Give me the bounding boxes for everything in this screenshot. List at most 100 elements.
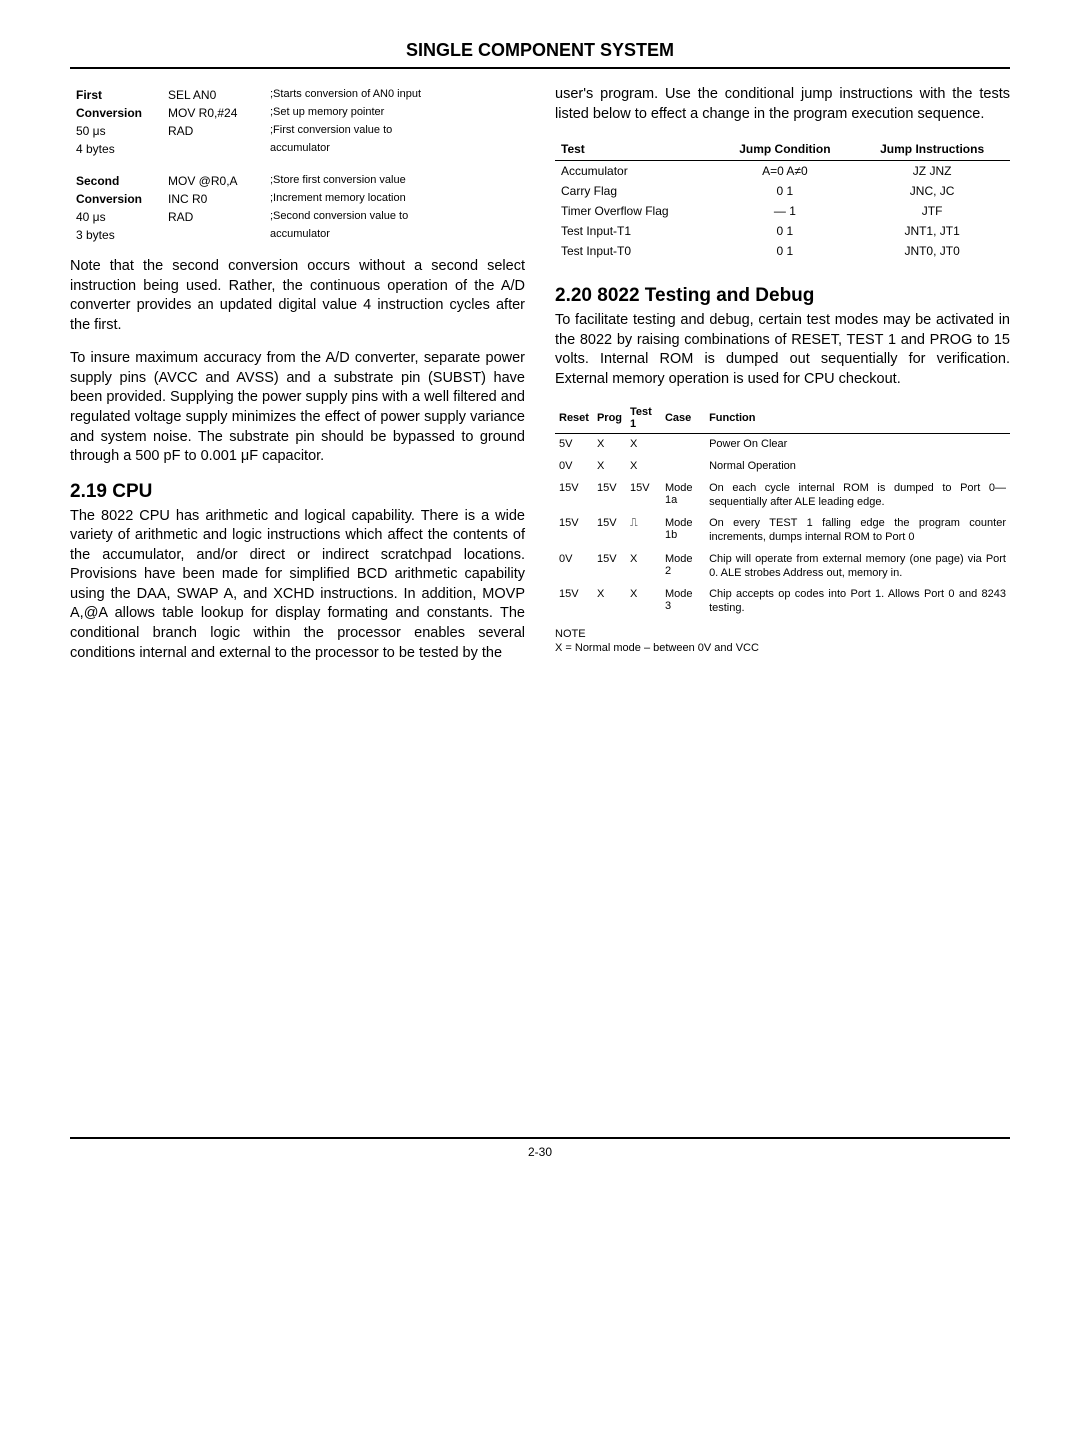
table-header: Function xyxy=(705,403,1010,434)
code-comment: ;Increment memory location xyxy=(266,191,523,207)
code-instr xyxy=(164,141,264,157)
table-cell: 15V xyxy=(593,478,626,514)
code-label: 40 μs xyxy=(72,209,162,225)
paragraph: To insure maximum accuracy from the A/D … xyxy=(70,349,525,466)
table-cell: JNC, JC xyxy=(854,181,1010,201)
table-cell: On every TEST 1 falling edge the program… xyxy=(705,513,1010,549)
code-comment: ;Store first conversion value xyxy=(266,173,523,189)
table-cell: — 1 xyxy=(716,201,855,221)
table-cell: Mode 1b xyxy=(661,513,705,549)
table-row: Carry Flag 0 1 JNC, JC xyxy=(555,181,1010,201)
table-row: Test Input-T1 0 1 JNT1, JT1 xyxy=(555,221,1010,241)
code-instr: SEL AN0 xyxy=(164,87,264,103)
paragraph: Note that the second conversion occurs w… xyxy=(70,257,525,335)
table-cell: Normal Operation xyxy=(705,456,1010,478)
table-cell: Carry Flag xyxy=(555,181,716,201)
table-cell: X xyxy=(593,456,626,478)
code-instr: MOV R0,#24 xyxy=(164,105,264,121)
table-cell: X xyxy=(626,434,661,456)
table-header: Jump Condition xyxy=(716,138,855,161)
table-cell: X xyxy=(626,584,661,620)
content-columns: First SEL AN0 ;Starts conversion of AN0 … xyxy=(70,85,1010,677)
table-cell: X xyxy=(593,584,626,620)
table-cell: Mode 2 xyxy=(661,549,705,585)
left-column: First SEL AN0 ;Starts conversion of AN0 … xyxy=(70,85,525,677)
table-cell: Timer Overflow Flag xyxy=(555,201,716,221)
table-cell: 15V xyxy=(555,584,593,620)
table-row: 15V 15V ⎍ Mode 1b On every TEST 1 fallin… xyxy=(555,513,1010,549)
code-label: First xyxy=(72,87,162,103)
note-text: X = Normal mode – between 0V and VCC xyxy=(555,642,1010,654)
code-label: Second xyxy=(72,173,162,189)
code-label: 50 μs xyxy=(72,123,162,139)
section-heading: 2.19 CPU xyxy=(70,481,525,503)
table-cell: 15V xyxy=(593,549,626,585)
table-row: 5V X X Power On Clear xyxy=(555,434,1010,456)
table-cell: Mode 3 xyxy=(661,584,705,620)
code-block-1: First SEL AN0 ;Starts conversion of AN0 … xyxy=(70,85,525,159)
note-label: NOTE xyxy=(555,628,1010,640)
table-cell: ⎍ xyxy=(626,513,661,549)
table-header: Case xyxy=(661,403,705,434)
code-label: 4 bytes xyxy=(72,141,162,157)
code-comment: accumulator xyxy=(266,141,523,157)
code-comment: ;Starts conversion of AN0 input xyxy=(266,87,523,103)
page-footer: 2-30 xyxy=(70,1137,1010,1159)
code-instr: MOV @R0,A xyxy=(164,173,264,189)
table-cell: 15V xyxy=(555,478,593,514)
table-cell: X xyxy=(626,549,661,585)
table-cell: 5V xyxy=(555,434,593,456)
table-cell: Power On Clear xyxy=(705,434,1010,456)
table-row: Test Input-T0 0 1 JNT0, JT0 xyxy=(555,241,1010,261)
page-header: SINGLE COMPONENT SYSTEM xyxy=(70,40,1010,69)
mode-table: Reset Prog Test 1 Case Function 5V X X P… xyxy=(555,403,1010,620)
code-label: 3 bytes xyxy=(72,227,162,243)
table-cell: A=0 A≠0 xyxy=(716,161,855,182)
table-cell: JNT0, JT0 xyxy=(854,241,1010,261)
paragraph: The 8022 CPU has arithmetic and logical … xyxy=(70,507,525,664)
table-cell: 0V xyxy=(555,549,593,585)
code-comment: ;Second conversion value to xyxy=(266,209,523,225)
code-instr xyxy=(164,227,264,243)
table-cell: Test Input-T1 xyxy=(555,221,716,241)
table-cell: 15V xyxy=(555,513,593,549)
table-row: 15V 15V 15V Mode 1a On each cycle intern… xyxy=(555,478,1010,514)
code-label: Conversion xyxy=(72,105,162,121)
section-heading: 2.20 8022 Testing and Debug xyxy=(555,285,1010,307)
table-cell: Test Input-T0 xyxy=(555,241,716,261)
table-row: Accumulator A=0 A≠0 JZ JNZ xyxy=(555,161,1010,182)
table-header: Prog xyxy=(593,403,626,434)
paragraph: user's program. Use the conditional jump… xyxy=(555,85,1010,124)
table-row: 0V X X Normal Operation xyxy=(555,456,1010,478)
code-block-2: Second MOV @R0,A ;Store first conversion… xyxy=(70,171,525,245)
paragraph: To facilitate testing and debug, certain… xyxy=(555,311,1010,389)
table-cell: Chip accepts op codes into Port 1. Allow… xyxy=(705,584,1010,620)
table-header: Reset xyxy=(555,403,593,434)
table-row: 15V X X Mode 3 Chip accepts op codes int… xyxy=(555,584,1010,620)
table-cell: 0V xyxy=(555,456,593,478)
table-cell xyxy=(661,456,705,478)
right-column: user's program. Use the conditional jump… xyxy=(555,85,1010,677)
table-cell: JZ JNZ xyxy=(854,161,1010,182)
table-cell xyxy=(661,434,705,456)
code-comment: accumulator xyxy=(266,227,523,243)
table-row: 0V 15V X Mode 2 Chip will operate from e… xyxy=(555,549,1010,585)
code-instr: INC R0 xyxy=(164,191,264,207)
table-cell: X xyxy=(593,434,626,456)
table-cell: JTF xyxy=(854,201,1010,221)
code-instr: RAD xyxy=(164,123,264,139)
table-cell: X xyxy=(626,456,661,478)
jump-table: Test Jump Condition Jump Instructions Ac… xyxy=(555,138,1010,261)
table-cell: Mode 1a xyxy=(661,478,705,514)
code-label: Conversion xyxy=(72,191,162,207)
table-header: Jump Instructions xyxy=(854,138,1010,161)
code-comment: ;Set up memory pointer xyxy=(266,105,523,121)
table-cell: 0 1 xyxy=(716,221,855,241)
code-comment: ;First conversion value to xyxy=(266,123,523,139)
table-cell: Accumulator xyxy=(555,161,716,182)
table-cell: 0 1 xyxy=(716,241,855,261)
table-cell: 15V xyxy=(593,513,626,549)
table-header: Test xyxy=(555,138,716,161)
table-cell: On each cycle internal ROM is dumped to … xyxy=(705,478,1010,514)
table-cell: JNT1, JT1 xyxy=(854,221,1010,241)
